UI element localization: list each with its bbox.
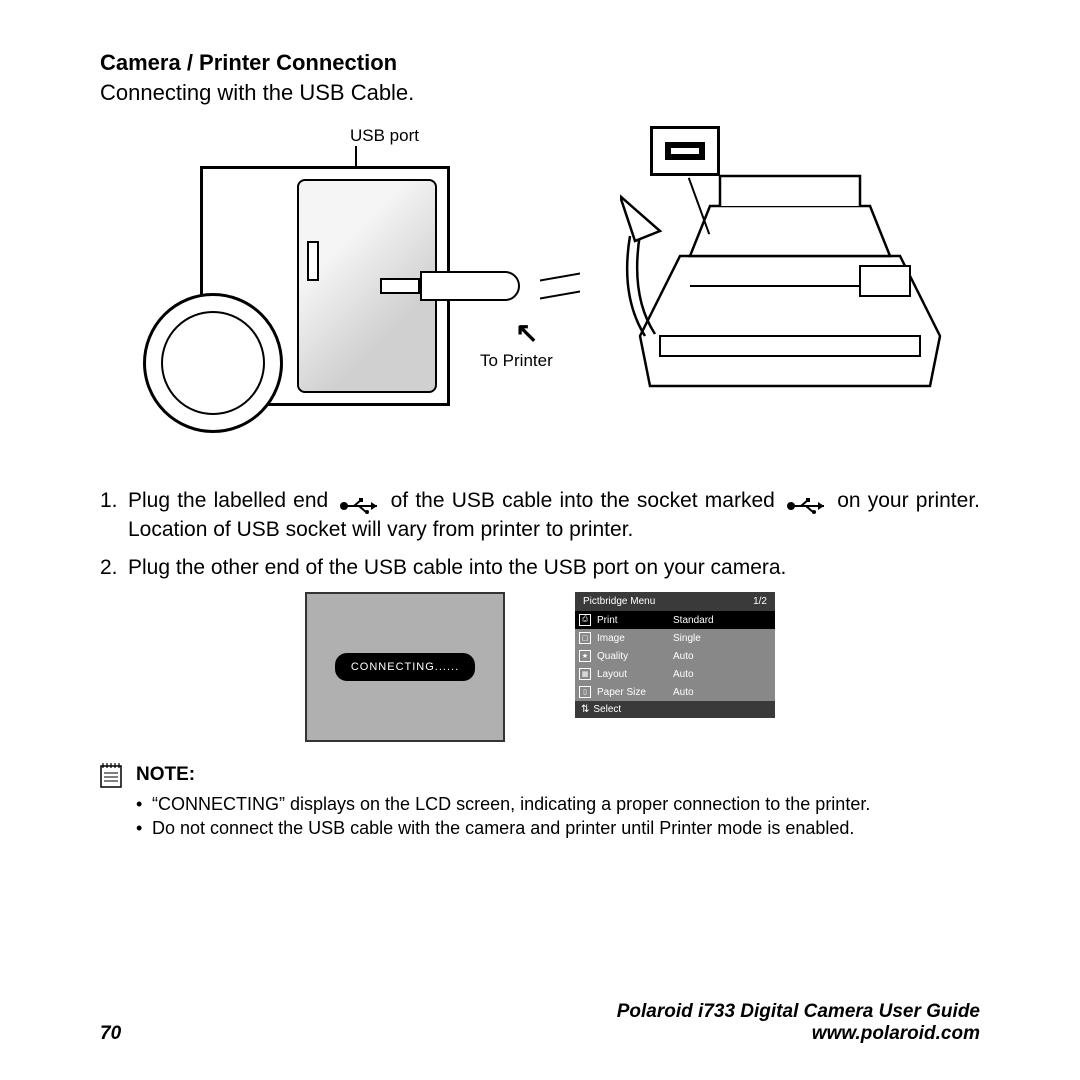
note-bullet: • Do not connect the USB cable with the … — [136, 816, 980, 840]
guide-url: www.polaroid.com — [617, 1023, 980, 1045]
menu-footer-label: Select — [593, 704, 621, 715]
usb-symbol-icon — [339, 493, 379, 509]
to-printer-label: To Printer — [480, 351, 553, 371]
usb-port-icon — [665, 142, 705, 160]
image-icon: ▢ — [579, 632, 591, 644]
menu-row: ▢ Image Single — [575, 629, 775, 647]
note-section: NOTE: • “CONNECTING” displays on the LCD… — [100, 762, 980, 840]
menu-footer: ⇅ Select — [575, 701, 775, 718]
page-footer: 70 Polaroid i733 Digital Camera User Gui… — [100, 1001, 980, 1045]
section-subtitle: Connecting with the USB Cable. — [100, 80, 980, 106]
note-title: NOTE: — [136, 762, 980, 788]
connection-diagram: USB port ↖ To Printer — [100, 116, 980, 466]
instruction-step: 1. Plug the labelled end of the USB cabl… — [100, 486, 980, 545]
menu-label: Paper Size — [597, 687, 667, 698]
updown-icon: ⇅ — [581, 704, 589, 715]
step-text: Plug the labelled end of the USB cable i… — [128, 486, 980, 545]
menu-header: Pictbridge Menu 1/2 — [575, 592, 775, 611]
menu-label: Print — [597, 615, 667, 626]
menu-value: Single — [673, 633, 771, 644]
step-number: 1. — [100, 486, 128, 545]
note-bullet: • “CONNECTING” displays on the LCD scree… — [136, 792, 980, 816]
lcd-screen: CONNECTING...... — [305, 592, 505, 742]
menu-label: Image — [597, 633, 667, 644]
notepad-icon — [100, 762, 124, 840]
step-number: 2. — [100, 553, 128, 582]
menu-label: Quality — [597, 651, 667, 662]
page-number: 70 — [100, 1023, 121, 1045]
quality-icon: ★ — [579, 650, 591, 662]
usb-port-label: USB port — [350, 126, 419, 146]
menu-value: Auto — [673, 687, 771, 698]
screen-examples: CONNECTING...... Pictbridge Menu 1/2 ⎙ P… — [100, 592, 980, 742]
usb-plug-illustration — [380, 266, 540, 306]
usb-symbol-icon — [786, 493, 826, 509]
note-text: Do not connect the USB cable with the ca… — [152, 816, 854, 840]
menu-title: Pictbridge Menu — [583, 596, 655, 607]
bullet-icon: • — [136, 792, 152, 816]
menu-row: ▯ Paper Size Auto — [575, 683, 775, 701]
instruction-list: 1. Plug the labelled end of the USB cabl… — [100, 486, 980, 582]
step-text: Plug the other end of the USB cable into… — [128, 553, 980, 582]
bullet-icon: • — [136, 816, 152, 840]
note-text: “CONNECTING” displays on the LCD screen,… — [152, 792, 870, 816]
section-title: Camera / Printer Connection — [100, 50, 980, 76]
cable-line — [540, 272, 580, 299]
menu-row: ★ Quality Auto — [575, 647, 775, 665]
menu-page: 1/2 — [753, 596, 767, 607]
paper-icon: ▯ — [579, 686, 591, 698]
print-icon: ⎙ — [579, 614, 591, 626]
printer-illustration — [620, 156, 960, 436]
usb-callout — [650, 126, 720, 176]
guide-title: Polaroid i733 Digital Camera User Guide — [617, 1001, 980, 1023]
menu-value: Auto — [673, 651, 771, 662]
layout-icon: ▦ — [579, 668, 591, 680]
arrow-icon: ↖ — [515, 316, 538, 349]
pictbridge-menu: Pictbridge Menu 1/2 ⎙ Print Standard ▢ I… — [575, 592, 775, 718]
menu-row: ⎙ Print Standard — [575, 611, 775, 629]
connecting-message: CONNECTING...... — [335, 653, 475, 681]
menu-label: Layout — [597, 669, 667, 680]
menu-value: Auto — [673, 669, 771, 680]
menu-row: ▦ Layout Auto — [575, 665, 775, 683]
menu-body: ⎙ Print Standard ▢ Image Single ★ Qualit… — [575, 611, 775, 701]
instruction-step: 2. Plug the other end of the USB cable i… — [100, 553, 980, 582]
menu-value: Standard — [673, 615, 771, 626]
